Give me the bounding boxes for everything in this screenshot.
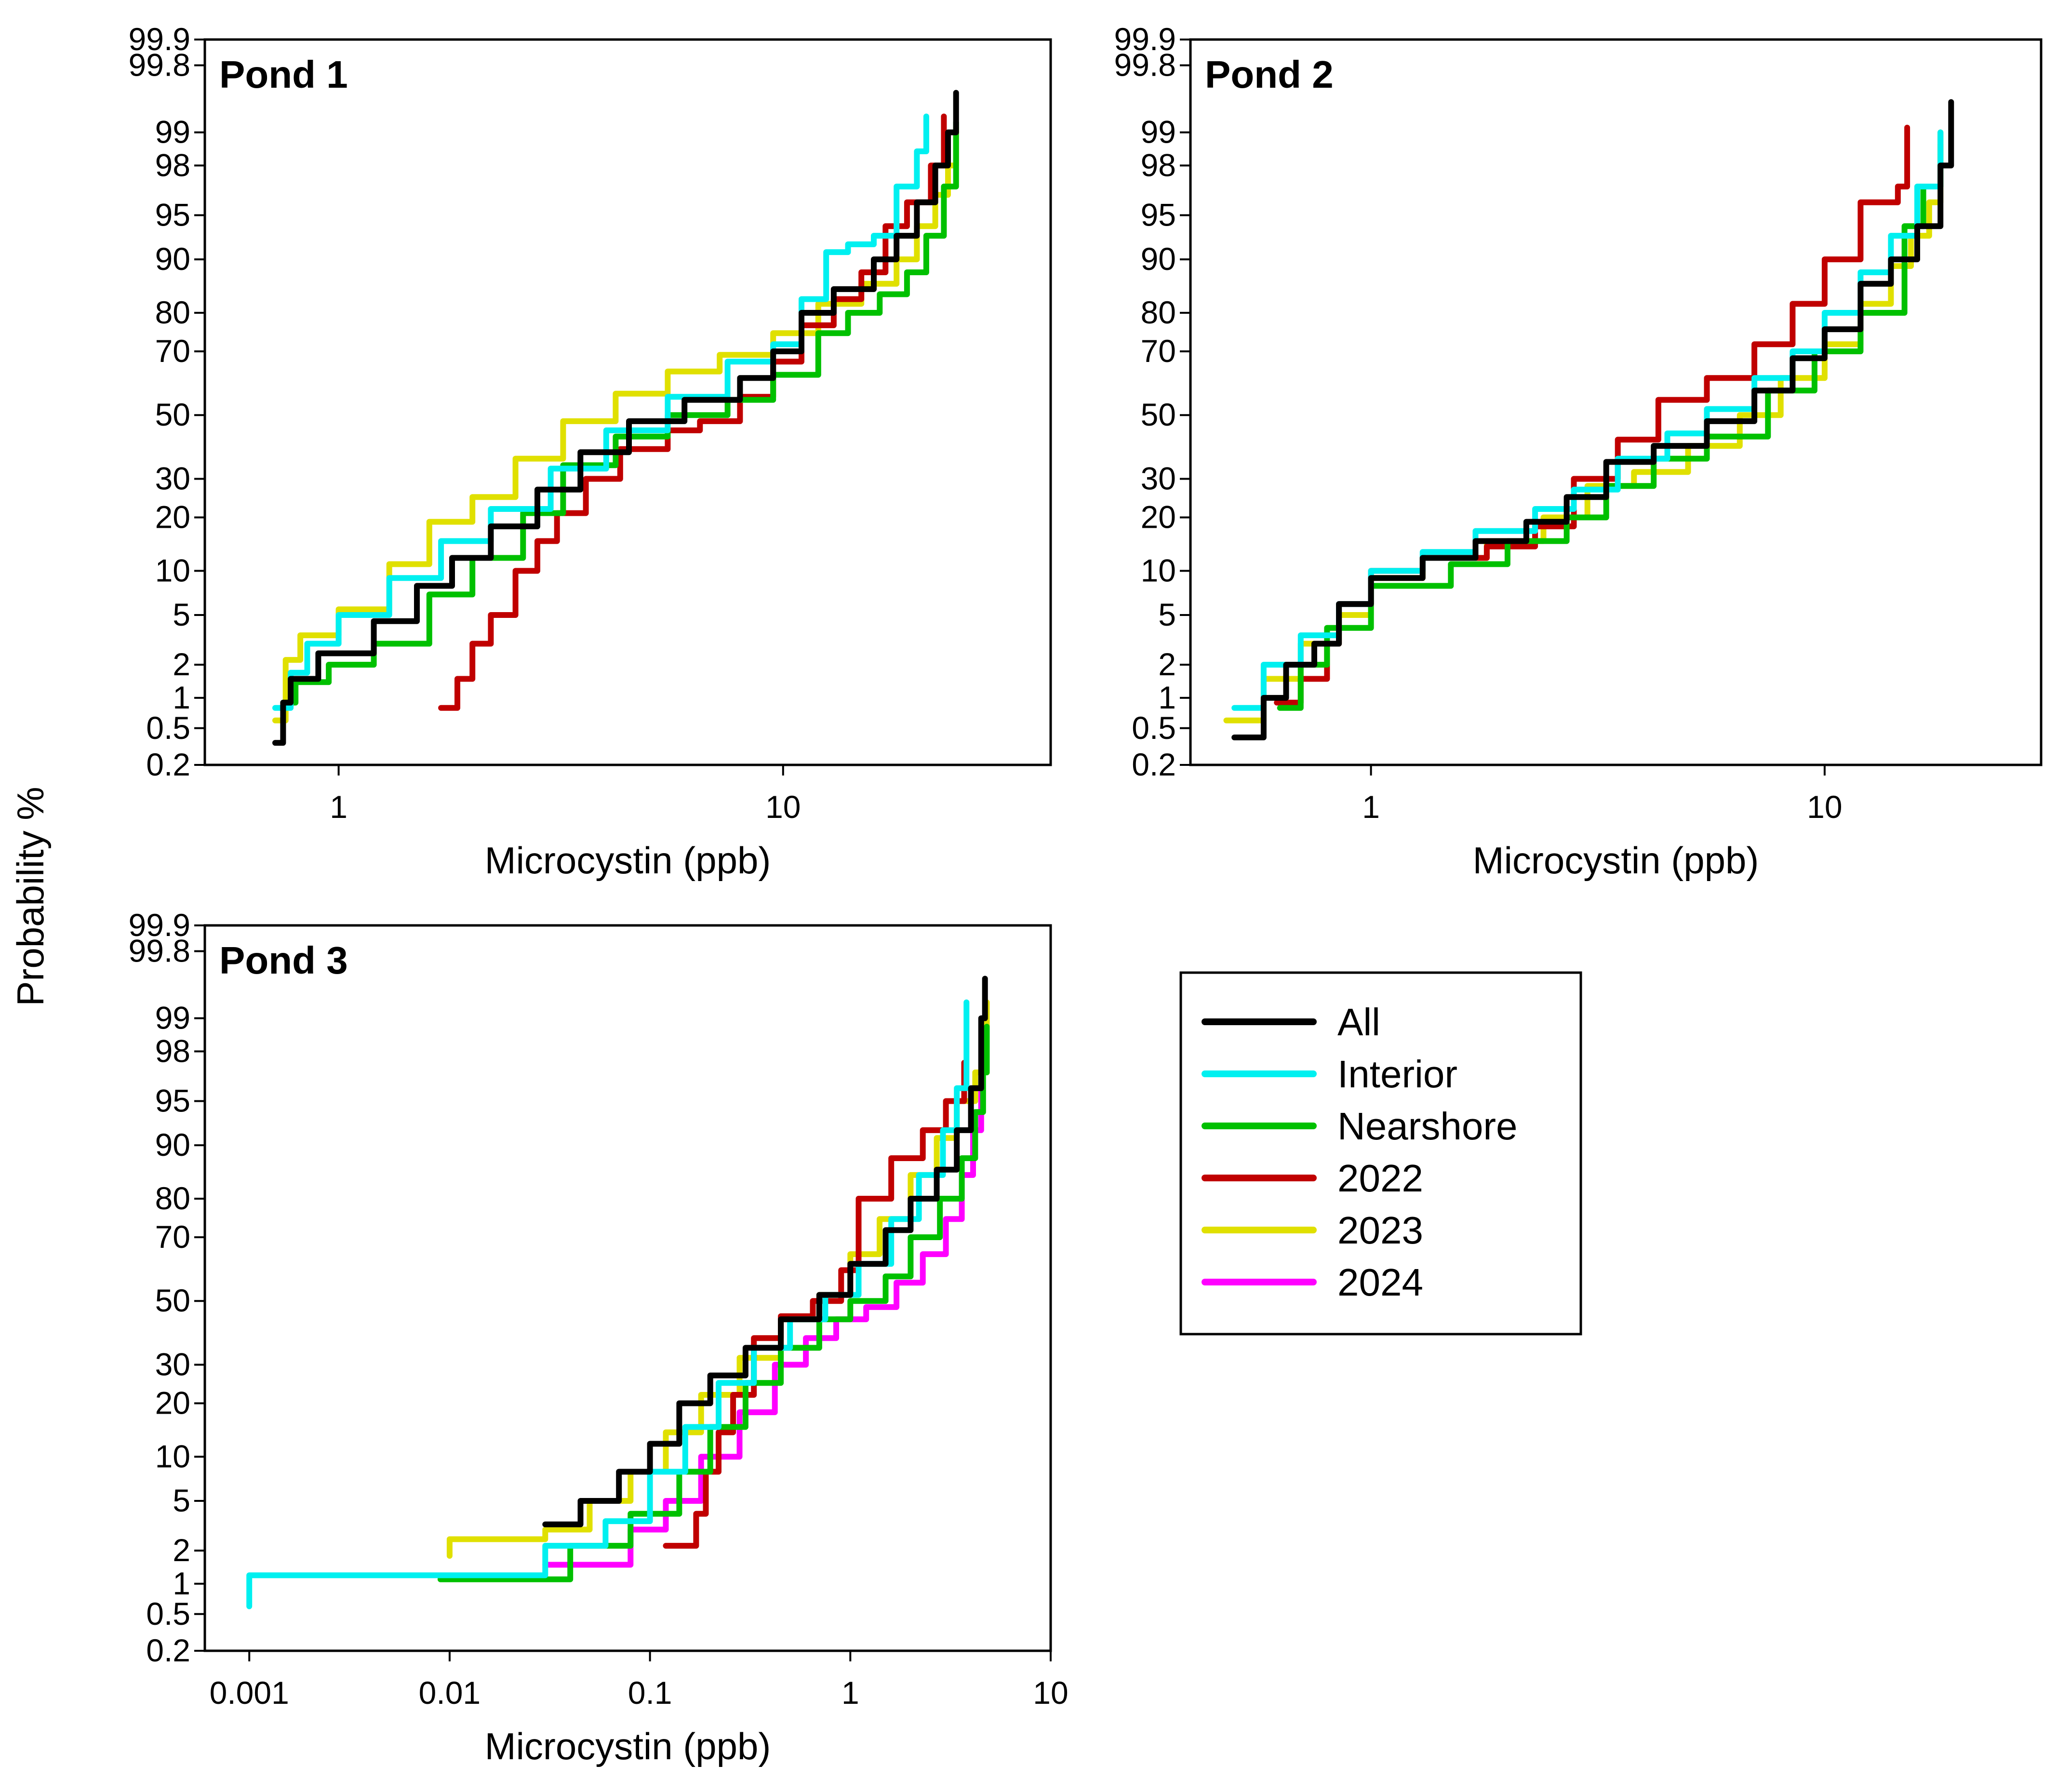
- series-line-all: [1231, 99, 1954, 740]
- legend-label: All: [1337, 1001, 1380, 1043]
- y-tick-label: 5: [1158, 597, 1176, 632]
- y-tick-label: 2: [1158, 646, 1176, 682]
- series-line-interior: [246, 999, 970, 1609]
- y-tick-label: 98: [155, 1033, 190, 1069]
- x-tick-label: 1: [842, 1675, 859, 1711]
- y-tick-label: 95: [155, 1083, 190, 1118]
- y-tick-label: 99: [1141, 114, 1176, 150]
- y-tick-label: 70: [155, 1219, 190, 1255]
- y-tick-label: 80: [1141, 294, 1176, 330]
- y-tick-label: 0.2: [146, 1632, 190, 1668]
- legend-item-interior: Interior: [1202, 1053, 1457, 1096]
- legend-box: [1179, 971, 1582, 1336]
- x-tick-label: 0.1: [628, 1675, 672, 1711]
- y-tick-label: 70: [1141, 333, 1176, 369]
- x-axis-title: Microcystin (ppb): [485, 839, 771, 882]
- y-tick-label: 10: [155, 1438, 190, 1474]
- legend-label: 2023: [1337, 1209, 1423, 1252]
- y-tick-label: 2: [173, 1532, 190, 1568]
- y-tick-label: 0.5: [146, 1596, 190, 1632]
- x-axis-title: Microcystin (ppb): [485, 1725, 771, 1767]
- y-tick-label: 30: [155, 460, 190, 496]
- x-tick-label: 0.001: [210, 1675, 289, 1711]
- legend-item-all: All: [1202, 1001, 1380, 1043]
- legend-items: All Interior Nearshore 2022 2023 2024: [1202, 1001, 1518, 1304]
- legend-label: Interior: [1337, 1053, 1457, 1096]
- y-tick-label: 80: [155, 1180, 190, 1216]
- panel-title: Pond 3: [219, 939, 348, 982]
- y-tick-label: 99.8: [129, 933, 190, 968]
- y-tick-label: 20: [155, 1385, 190, 1420]
- x-axis-title: Microcystin (ppb): [1473, 839, 1759, 882]
- y-tick-label: 95: [1141, 197, 1176, 232]
- y-tick-label: 0.5: [146, 710, 190, 746]
- x-tick-label: 1: [330, 789, 347, 825]
- y-tick-label: 99.9: [129, 907, 190, 943]
- y-tick-label: 1: [173, 680, 190, 715]
- legend-item-2024: 2024: [1202, 1261, 1423, 1304]
- y-tick-label: 99.8: [129, 47, 190, 82]
- chart-panel-3: 0.20.51251020305070809095989999.899.90.0…: [129, 907, 1069, 1767]
- y-tick-label: 30: [155, 1346, 190, 1382]
- panel-title: Pond 1: [219, 53, 348, 96]
- y-tick-label: 99: [155, 114, 190, 150]
- y-tick-label: 99: [155, 1000, 190, 1036]
- legend-item-2022: 2022: [1202, 1157, 1423, 1200]
- y-tick-label: 80: [155, 294, 190, 330]
- legend-label: Nearshore: [1337, 1105, 1518, 1148]
- y-tick-label: 50: [155, 397, 190, 432]
- series-line-all: [272, 90, 959, 746]
- y-tick-label: 30: [1141, 460, 1176, 496]
- y-tick-label: 0.5: [1132, 710, 1176, 746]
- x-tick-label: 10: [1807, 789, 1842, 825]
- y-tick-label: 98: [155, 147, 190, 183]
- y-tick-label: 20: [1141, 499, 1176, 535]
- y-tick-label: 0.2: [146, 747, 190, 782]
- plot-frame: [203, 38, 1052, 766]
- x-tick-label: 1: [1362, 789, 1380, 825]
- series-line-interior: [272, 113, 929, 711]
- y-tick-label: 90: [155, 1127, 190, 1163]
- plot-frame: [203, 924, 1052, 1652]
- series-line-2023: [272, 124, 959, 723]
- series-line-2022: [438, 113, 947, 711]
- legend-item-nearshore: Nearshore: [1202, 1105, 1518, 1148]
- figure-y-axis-title: Probability %: [9, 787, 52, 1006]
- y-tick-label: 50: [155, 1283, 190, 1318]
- legend-item-2023: 2023: [1202, 1209, 1423, 1252]
- y-tick-label: 2: [173, 646, 190, 682]
- series-line-all: [542, 976, 988, 1527]
- y-tick-label: 99.9: [1114, 21, 1176, 57]
- y-tick-label: 5: [173, 597, 190, 632]
- y-tick-label: 90: [1141, 241, 1176, 277]
- y-tick-label: 95: [155, 197, 190, 232]
- y-tick-label: 99.9: [129, 21, 190, 57]
- series-line-nearshore: [437, 1024, 990, 1582]
- x-tick-label: 10: [1033, 1675, 1068, 1711]
- legend: All Interior Nearshore 2022 2023 2024: [1179, 971, 1582, 1336]
- y-tick-label: 99.8: [1114, 47, 1176, 82]
- plot-frame: [1189, 38, 2043, 766]
- y-tick-label: 5: [173, 1483, 190, 1518]
- y-tick-label: 1: [1158, 680, 1176, 715]
- y-tick-label: 90: [155, 241, 190, 277]
- y-tick-label: 10: [1141, 552, 1176, 588]
- y-tick-label: 50: [1141, 397, 1176, 432]
- panel-title: Pond 2: [1205, 53, 1334, 96]
- y-tick-label: 0.2: [1132, 747, 1176, 782]
- y-tick-label: 1: [173, 1565, 190, 1601]
- y-tick-label: 98: [1141, 147, 1176, 183]
- y-tick-label: 70: [155, 333, 190, 369]
- x-tick-label: 10: [765, 789, 801, 825]
- x-tick-label: 0.01: [419, 1675, 481, 1711]
- series-line-nearshore: [1277, 129, 1944, 711]
- y-tick-label: 20: [155, 499, 190, 535]
- legend-label: 2024: [1337, 1261, 1423, 1304]
- y-tick-label: 10: [155, 552, 190, 588]
- legend-label: 2022: [1337, 1157, 1423, 1200]
